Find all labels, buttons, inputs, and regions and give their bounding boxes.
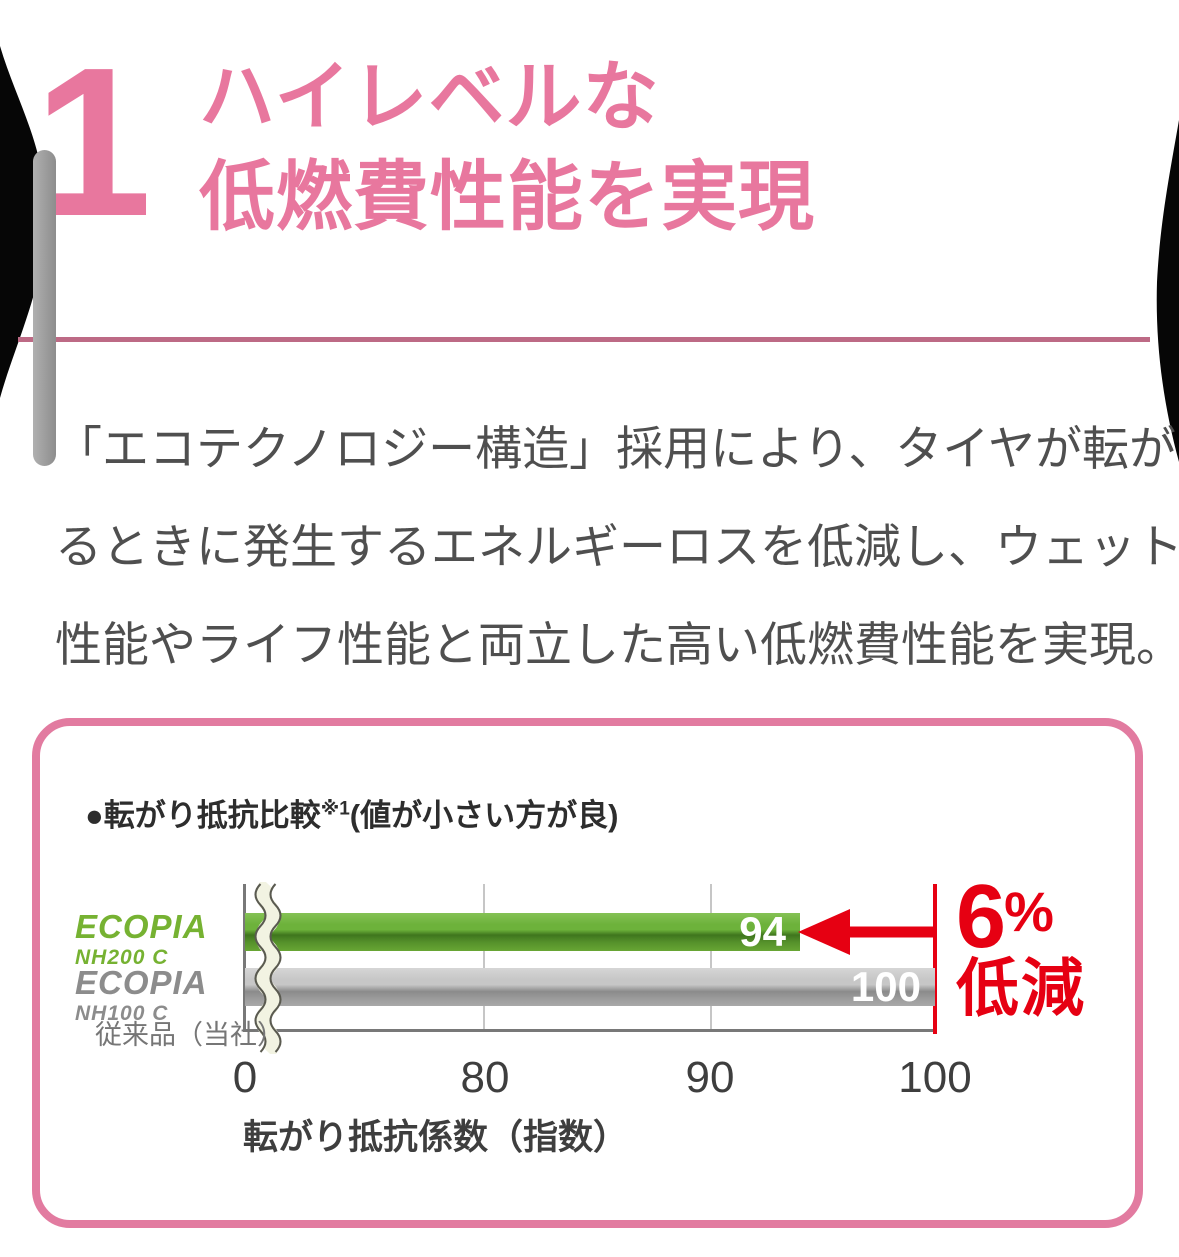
reference-line-100 [933,884,937,1034]
paragraph-line: 性能やライフ性能と両立した高い低燃費性能を実現。 [55,618,1179,671]
series-label-nh100c: ECOPIA NH100 C [75,966,208,1024]
page-edge-left [0,46,47,398]
bar-nh100c: 100 [245,963,935,1010]
section-heading: ハイレベルな 低燃費性能を実現 [199,48,815,248]
heading-line-1: ハイレベルな [199,55,660,140]
reduction-arrow-icon [798,909,933,955]
ecopia-logo-gray: ECOPIA [75,964,208,1001]
gridline-80 [483,884,485,1030]
chart-title-note: (値が小さい方が良) [349,798,619,833]
reduction-label: 低減 [956,954,1086,1024]
x-tick-100: 100 [898,1053,972,1102]
chart-title: ●転がり抵抗比較※1(値が小さい方が良) [85,790,618,835]
reduction-percent-number: 6 [956,867,1006,967]
rolling-resistance-chart-card: ●転がり抵抗比較※1(値が小さい方が良) 94 100 ECOPIA NH200… [32,718,1143,1228]
gridline-90 [710,884,712,1030]
heading-divider [18,337,1150,342]
page-edge-right [1156,120,1179,462]
axis-break-icon [254,882,282,1054]
chart-title-footnote-marker: ※1 [320,798,350,820]
x-tick-80: 80 [460,1053,510,1102]
series-label-nh200c: ECOPIA NH200 C [75,910,208,968]
x-axis-title: 転がり抵抗係数（指数） [243,1118,629,1157]
body-paragraph: 「エコテクノロジー構造」採用により、タイヤが転が るときに発生するエネルギーロス… [55,400,1179,694]
y-axis-line [243,884,246,1032]
model-nh100c: NH100 C [75,1002,169,1025]
x-tick-0: 0 [232,1053,258,1102]
x-axis-line [243,1029,937,1032]
percent-sign: % [1004,880,1054,943]
x-tick-90: 90 [685,1053,735,1102]
bar-value-nh100c: 100 [850,963,921,1010]
reduction-percent: 6% [956,872,1054,962]
bar-value-nh200c: 94 [739,908,786,955]
paragraph-line: 「エコテクノロジー構造」採用により、タイヤが転が [55,422,1176,475]
chart-title-main: ●転がり抵抗比較 [85,798,321,833]
paragraph-line: るときに発生するエネルギーロスを低減し、ウェット [55,520,1179,573]
bar-nh200c: 94 [245,908,800,955]
model-nh200c: NH200 C [75,946,169,969]
series-note-conventional: 従来品（当社） [95,1020,284,1050]
ecopia-logo-green: ECOPIA [75,908,208,945]
heading-line-2: 低燃費性能を実現 [199,155,815,240]
vertical-scrollbar[interactable] [33,150,56,466]
